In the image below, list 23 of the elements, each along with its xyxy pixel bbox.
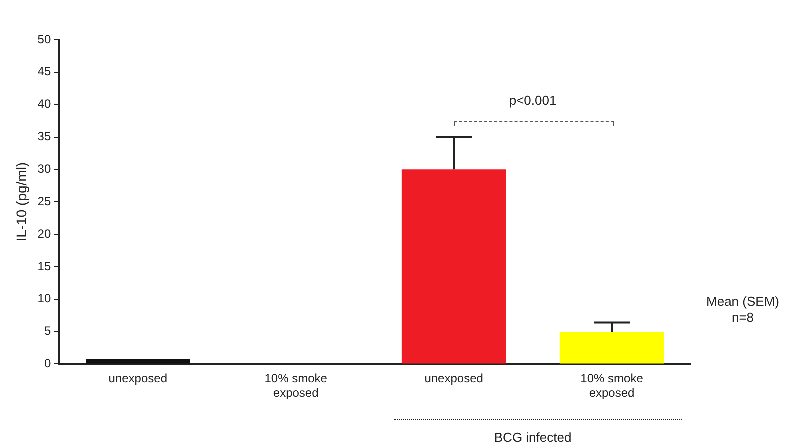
y-tick-label: 0	[44, 356, 52, 371]
x-tick-label: 10% smoke exposed	[264, 372, 328, 400]
y-tick-label: 35	[38, 130, 52, 144]
x-tick-label: unexposed	[424, 372, 484, 386]
y-tick-label: 50	[38, 32, 52, 46]
bar	[86, 359, 190, 364]
y-tick-label: 5	[44, 324, 52, 338]
y-tick-label: 20	[38, 226, 52, 241]
bar	[560, 332, 664, 364]
annotation: p<0.001	[509, 92, 557, 108]
x-tick-label: 10% smoke exposed	[580, 372, 644, 400]
x-tick-label: unexposed	[108, 372, 168, 386]
text: n=8	[732, 310, 754, 326]
y-tick-label: 40	[38, 97, 52, 112]
y-tick-label: 10	[38, 292, 52, 306]
text: Mean (SEM)	[706, 294, 780, 309]
y-axis-title: IL-10 (pg/ml)	[13, 162, 30, 242]
y-tick-label: 15	[38, 259, 52, 274]
text: BCG infected	[494, 430, 572, 444]
bar	[402, 170, 506, 364]
y-tick-label: 30	[38, 162, 52, 176]
y-tick-label: 45	[38, 64, 52, 79]
y-tick-label: 25	[38, 194, 52, 208]
